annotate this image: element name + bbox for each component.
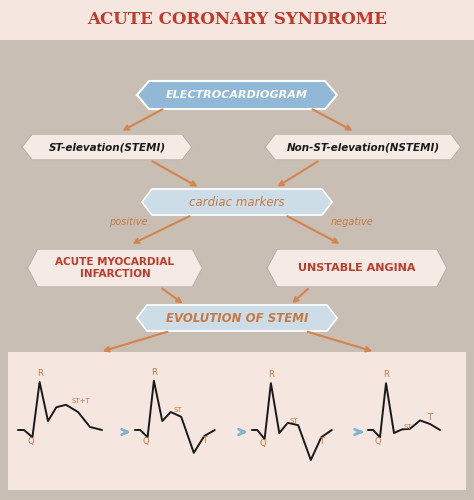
Polygon shape [137,305,337,331]
Text: ELECTROCARDIOGRAM: ELECTROCARDIOGRAM [166,90,308,100]
Text: Q: Q [27,437,34,446]
Polygon shape [27,249,202,287]
Text: positive: positive [109,217,147,227]
Text: ST: ST [173,407,182,413]
Text: ST: ST [290,418,298,424]
Text: T: T [428,413,432,422]
Text: Q: Q [374,437,381,446]
Text: cardiac markers: cardiac markers [189,196,285,208]
Text: R: R [151,368,157,377]
Text: EVOLUTION OF STEMI: EVOLUTION OF STEMI [166,312,308,324]
Text: ST: ST [404,424,413,430]
Polygon shape [265,134,461,160]
Text: ST-elevation(STEMI): ST-elevation(STEMI) [48,142,165,152]
Polygon shape [22,134,192,160]
Text: UNSTABLE ANGINA: UNSTABLE ANGINA [298,263,416,273]
Text: Q: Q [142,437,149,446]
Polygon shape [142,189,332,215]
Text: ACUTE CORONARY SYNDROME: ACUTE CORONARY SYNDROME [87,12,387,28]
Polygon shape [267,249,447,287]
Text: negative: negative [331,217,374,227]
Text: T: T [202,436,207,445]
Polygon shape [137,81,337,109]
Text: T: T [319,437,324,446]
Text: Q: Q [259,439,266,448]
Text: ACUTE MYOCARDIAL: ACUTE MYOCARDIAL [55,257,174,267]
Text: INFARCTION: INFARCTION [80,269,150,279]
Text: R: R [36,369,43,378]
Text: ST+T: ST+T [72,398,91,404]
Bar [8,352,466,490]
Text: R: R [268,370,274,379]
Bar [0,0,474,40]
Text: R: R [383,370,389,379]
Text: Non-ST-elevation(NSTEMI): Non-ST-elevation(NSTEMI) [286,142,439,152]
